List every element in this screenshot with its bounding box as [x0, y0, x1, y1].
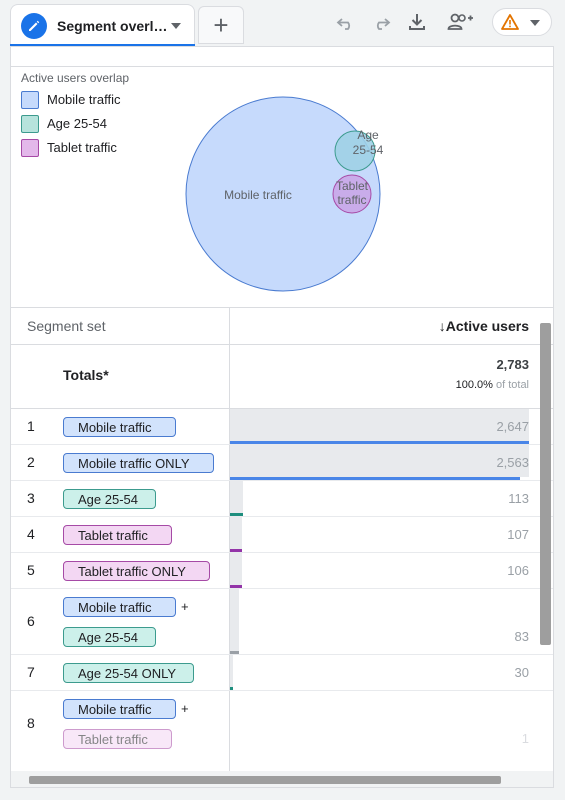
venn-diagram: Mobile traffic Age 25-54 Tablet traffic — [185, 96, 384, 292]
segment-overlap-panel: Active users overlap Mobile traffic Age … — [10, 46, 554, 788]
totals-value: 2,783 — [496, 357, 529, 372]
row-number: 3 — [27, 490, 35, 506]
row-number: 2 — [27, 454, 35, 470]
bar-background — [230, 553, 242, 585]
row-number: 8 — [27, 715, 35, 731]
bar-background — [230, 517, 242, 549]
segment-chip[interactable]: Tablet traffic — [63, 729, 172, 749]
value-bar — [230, 687, 233, 690]
legend-label: Age 25-54 — [47, 116, 107, 131]
venn-circle-mobile[interactable] — [185, 96, 381, 292]
value-bar — [230, 585, 242, 588]
download-icon[interactable] — [405, 10, 429, 34]
header-active-users[interactable]: ↓Active users — [438, 318, 529, 334]
segment-chip[interactable]: Mobile traffic ONLY — [63, 453, 214, 473]
tab-title: Segment overl… — [57, 18, 168, 34]
row-value: 106 — [507, 563, 529, 578]
row-number: 4 — [27, 526, 35, 542]
totals-label: Totals* — [63, 367, 109, 383]
legend-swatch — [21, 115, 39, 133]
row-value: 2,563 — [496, 455, 529, 470]
legend-label: Tablet traffic — [47, 140, 117, 155]
value-bar — [230, 549, 242, 552]
venn-circle-tablet[interactable] — [332, 174, 372, 214]
value-bar — [230, 513, 243, 516]
divider — [11, 66, 553, 67]
bar-background — [230, 589, 239, 651]
venn-label-mobile: Mobile traffic — [224, 188, 292, 202]
plus-sign: + — [181, 701, 189, 716]
legend-swatch — [21, 139, 39, 157]
segment-chip[interactable]: Age 25-54 ONLY — [63, 663, 194, 683]
row-value: 1 — [521, 731, 529, 746]
venn-label-tablet-1: Tablet — [336, 179, 369, 193]
horizontal-scrollbar[interactable] — [29, 776, 501, 784]
table-row[interactable]: 7 Age 25-54 ONLY 30 — [11, 655, 553, 691]
row-value: 107 — [507, 527, 529, 542]
row-value: 30 — [514, 665, 529, 680]
segment-chip[interactable]: Tablet traffic — [63, 525, 172, 545]
bar-background — [230, 409, 529, 441]
redo-icon[interactable] — [369, 10, 393, 34]
undo-icon[interactable] — [334, 10, 358, 34]
table-row[interactable]: 5 Tablet traffic ONLY 106 — [11, 553, 553, 589]
chevron-down-icon[interactable] — [530, 20, 540, 26]
table-row[interactable]: 2 Mobile traffic ONLY 2,563 — [11, 445, 553, 481]
row-number: 5 — [27, 562, 35, 578]
header-segment-set: Segment set — [27, 318, 106, 334]
segment-chip[interactable]: Age 25-54 — [63, 627, 156, 647]
venn-label-age-1: Age — [357, 128, 379, 142]
value-bar — [230, 651, 239, 654]
table-row[interactable]: 3 Age 25-54 113 — [11, 481, 553, 517]
table-row[interactable]: 8 Mobile traffic + Tablet traffic 1 — [11, 691, 553, 763]
legend-label: Mobile traffic — [47, 92, 121, 107]
value-bar — [230, 441, 529, 444]
value-bar — [230, 477, 520, 480]
table-row[interactable]: 4 Tablet traffic 107 — [11, 517, 553, 553]
share-users-icon[interactable] — [446, 10, 474, 34]
bar-background — [230, 481, 243, 513]
top-bar: Segment overl… + — [0, 0, 565, 47]
row-value: 2,647 — [496, 419, 529, 434]
bar-background — [230, 655, 233, 687]
table-row[interactable]: 6 Mobile traffic + Age 25-54 83 — [11, 589, 553, 655]
chevron-down-icon[interactable] — [171, 23, 181, 29]
warning-icon — [501, 14, 519, 30]
legend-swatch — [21, 91, 39, 109]
venn-circle-age[interactable] — [334, 130, 376, 172]
row-number: 1 — [27, 418, 35, 434]
row-value: 113 — [508, 491, 529, 506]
totals-row: Totals* 2,783 100.0% of total — [11, 345, 553, 409]
insights-warning-button[interactable] — [492, 8, 552, 36]
row-number: 6 — [27, 613, 35, 629]
segment-chip[interactable]: Mobile traffic — [63, 699, 176, 719]
column-divider — [229, 307, 230, 787]
venn-title: Active users overlap — [21, 71, 130, 85]
segment-overlap-tab[interactable]: Segment overl… — [10, 4, 195, 46]
segment-chip[interactable]: Tablet traffic ONLY — [63, 561, 210, 581]
totals-percent: 100.0% of total — [456, 379, 529, 391]
totals-percent-suffix: of total — [492, 379, 529, 391]
venn-label-tablet-2: traffic — [337, 193, 366, 207]
plus-sign: + — [181, 599, 189, 614]
table-header: Segment set ↓Active users — [11, 307, 553, 345]
row-value: 83 — [514, 629, 529, 644]
totals-percent-value: 100.0% — [455, 379, 493, 391]
row-number: 7 — [27, 664, 35, 680]
bar-background — [230, 445, 529, 477]
table-row[interactable]: 1 Mobile traffic 2,647 — [11, 409, 553, 445]
segment-chip[interactable]: Mobile traffic — [63, 417, 176, 437]
segment-chip[interactable]: Age 25-54 — [63, 489, 156, 509]
vertical-scrollbar[interactable] — [540, 323, 551, 645]
active-tab-indicator — [10, 44, 195, 47]
segment-chip[interactable]: Mobile traffic — [63, 597, 176, 617]
venn-label-age-2: 25-54 — [353, 143, 384, 157]
edit-icon[interactable] — [21, 13, 47, 39]
add-tab-button[interactable]: + — [198, 6, 244, 44]
